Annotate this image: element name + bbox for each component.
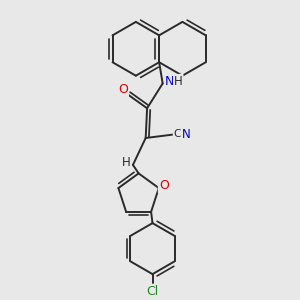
Text: Cl: Cl — [146, 285, 159, 298]
Text: N: N — [165, 75, 174, 88]
Text: O: O — [118, 83, 128, 96]
Text: O: O — [159, 179, 169, 192]
Text: H: H — [122, 156, 130, 169]
Text: H: H — [174, 75, 183, 88]
Text: C: C — [174, 130, 182, 140]
Text: N: N — [182, 128, 190, 141]
